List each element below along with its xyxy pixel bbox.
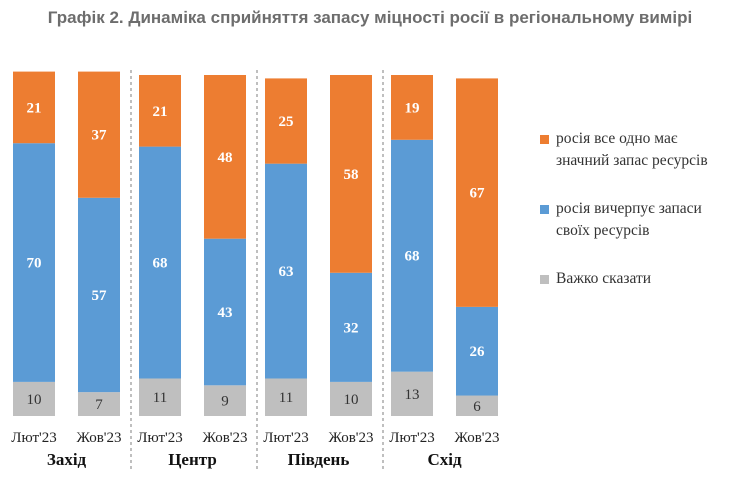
- bar-segment-strong: [265, 78, 307, 164]
- data-label-exhausting: 68: [405, 249, 420, 265]
- bar-segment-exhausting: [139, 146, 181, 379]
- data-label-strong: 21: [153, 104, 168, 120]
- data-label-strong: 48: [218, 150, 233, 166]
- bar-segment-strong: [78, 71, 120, 198]
- data-label-strong: 67: [470, 186, 486, 202]
- data-label-exhausting: 57: [92, 288, 108, 304]
- data-label-exhausting: 68: [153, 256, 168, 272]
- tick-label: Жов'23: [329, 430, 374, 446]
- legend-label-hard: Важко сказати: [556, 270, 652, 287]
- bar-segment-exhausting: [265, 163, 307, 379]
- data-label-exhausting: 63: [279, 264, 294, 280]
- bar-segment-strong: [391, 75, 433, 140]
- data-label-hard: 11: [279, 390, 293, 406]
- bar-segment-exhausting: [456, 306, 498, 396]
- tick-label: Лют'23: [11, 430, 56, 446]
- data-label-strong: 37: [92, 128, 108, 144]
- bar-segment-strong: [13, 71, 55, 144]
- legend-label-exhausting: росія вичерпує запаси своїх ресурсів: [556, 200, 702, 239]
- data-label-hard: 13: [405, 387, 420, 403]
- data-label-hard: 9: [221, 394, 229, 410]
- region-label: Центр: [168, 450, 217, 469]
- data-label-strong: 21: [27, 100, 42, 116]
- bar-segment-exhausting: [78, 197, 120, 393]
- legend: росія все одно має значний запас ресурсі…: [540, 128, 730, 316]
- tick-label: Жов'23: [77, 430, 122, 446]
- data-label-strong: 58: [344, 167, 359, 183]
- legend-swatch-strong: [540, 135, 549, 144]
- legend-swatch-hard: [540, 275, 549, 284]
- bar-segment-hard: [13, 381, 55, 416]
- data-label-exhausting: 26: [470, 344, 486, 360]
- bar-segment-hard: [204, 385, 246, 416]
- legend-item-strong: росія все одно має значний запас ресурсі…: [540, 128, 730, 172]
- legend-item-hard: Важко сказати: [540, 268, 730, 290]
- bar-segment-exhausting: [13, 143, 55, 382]
- bar-segment-hard: [139, 378, 181, 416]
- data-label-hard: 7: [95, 397, 103, 413]
- bar-segment-exhausting: [204, 238, 246, 386]
- tick-label: Лют'23: [263, 430, 308, 446]
- data-label-hard: 6: [473, 399, 481, 415]
- bar-segment-hard: [391, 371, 433, 416]
- data-label-strong: 19: [405, 100, 420, 116]
- bar-segment-strong: [456, 78, 498, 307]
- data-label-exhausting: 70: [27, 256, 42, 272]
- data-label-exhausting: 32: [344, 320, 359, 336]
- bar-segment-strong: [139, 75, 181, 147]
- data-label-exhausting: 43: [218, 305, 233, 321]
- tick-label: Жов'23: [203, 430, 248, 446]
- chart-title: Графік 2. Динаміка сприйняття запасу міц…: [47, 8, 693, 27]
- bar-segment-strong: [204, 75, 246, 239]
- bar-segment-hard: [456, 395, 498, 416]
- bar-segment-hard: [265, 378, 307, 416]
- data-label-hard: 10: [27, 392, 42, 408]
- bar-segment-hard: [78, 392, 120, 416]
- legend-swatch-exhausting: [540, 205, 549, 214]
- data-label-strong: 25: [279, 114, 294, 130]
- legend-item-exhausting: росія вичерпує запаси своїх ресурсів: [540, 198, 730, 242]
- tick-label: Жов'23: [455, 430, 500, 446]
- region-label: Схід: [427, 450, 462, 469]
- data-label-hard: 10: [344, 392, 359, 408]
- data-label-hard: 11: [153, 390, 167, 406]
- tick-label: Лют'23: [137, 430, 182, 446]
- bar-segment-exhausting: [391, 139, 433, 372]
- bar-segment-strong: [330, 75, 372, 273]
- tick-label: Лют'23: [389, 430, 434, 446]
- bar-segment-hard: [330, 381, 372, 416]
- bar-segment-exhausting: [330, 272, 372, 382]
- region-label: Південь: [288, 450, 350, 469]
- region-label: Захід: [47, 450, 87, 469]
- legend-label-strong: росія все одно має значний запас ресурсі…: [556, 130, 708, 169]
